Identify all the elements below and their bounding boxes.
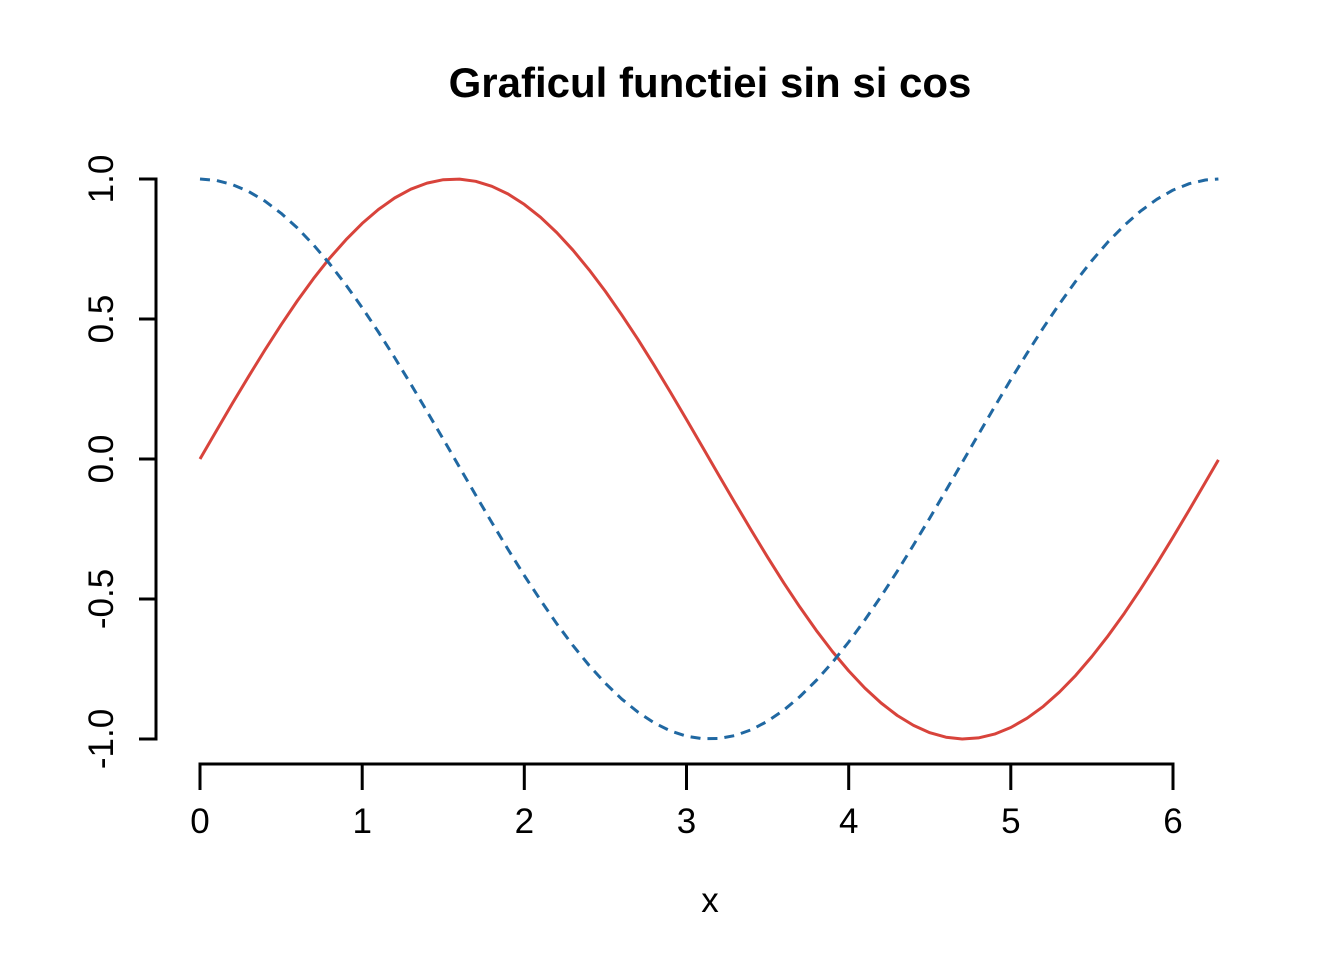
x-tick-label: 3 xyxy=(677,802,696,841)
x-tick-label: 2 xyxy=(515,802,534,841)
cos-x--series-line xyxy=(199,177,1219,741)
y-tick-label: 0.5 xyxy=(82,295,121,344)
y-tick-label: -1.0 xyxy=(82,709,121,769)
x-tick-label: 5 xyxy=(1001,802,1020,841)
sin-x--series-line xyxy=(198,177,1220,741)
y-tick-label: 0.0 xyxy=(82,435,121,484)
x-tick-label: 4 xyxy=(839,802,858,841)
y-tick-label: -0.5 xyxy=(82,569,121,629)
chart-title: Graficul functiei sin si cos xyxy=(449,59,972,106)
x-axis: 0 1 2 3 4 5 6 xyxy=(190,762,1183,841)
y-axis: -1.0 -0.5 0.0 0.5 1.0 xyxy=(82,155,158,769)
y-tick-label: 1.0 xyxy=(82,155,121,204)
series-lines xyxy=(198,177,1220,741)
x-tick-label: 6 xyxy=(1163,802,1182,841)
x-tick-label: 1 xyxy=(352,802,371,841)
x-axis-label: x xyxy=(701,881,719,920)
x-tick-label: 0 xyxy=(190,802,209,841)
